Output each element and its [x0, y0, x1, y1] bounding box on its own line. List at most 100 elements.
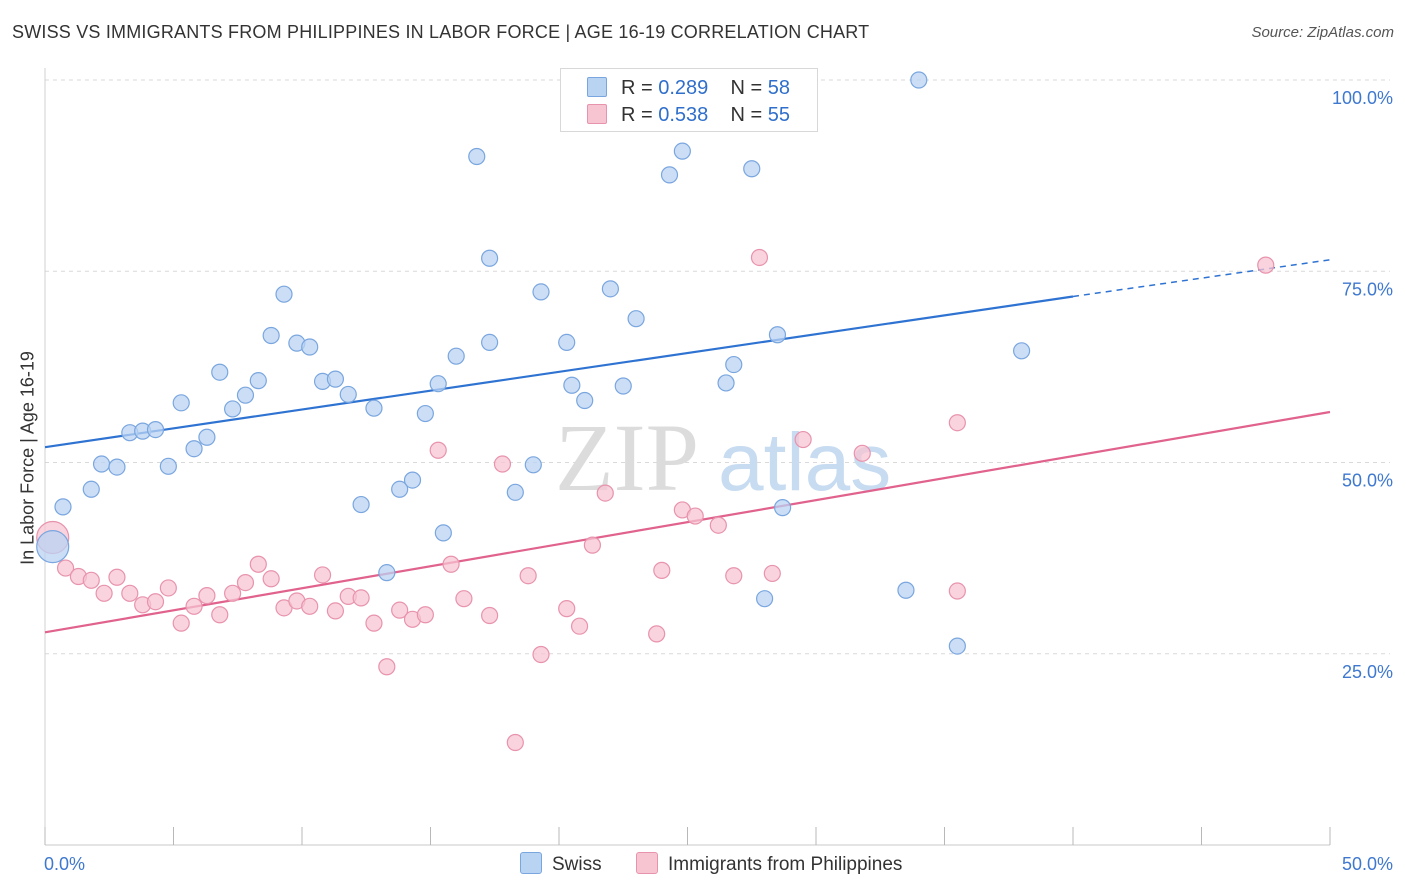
philippines-point: [558, 600, 576, 618]
swiss-point: [172, 394, 190, 412]
swiss-point: [391, 480, 409, 498]
philippines-point: [224, 584, 242, 602]
swiss-legend-swatch-icon: [520, 852, 542, 874]
philippines-point: [365, 614, 383, 632]
philippines-point: [948, 414, 966, 432]
swiss-n-value: 58: [767, 77, 791, 99]
correlation-legend: R = 0.289 N = 58 R = 0.538 N = 55: [560, 68, 818, 132]
swiss-point: [326, 370, 345, 388]
philippines-point: [532, 645, 550, 664]
philippines-point: [313, 566, 332, 584]
swiss-point: [948, 637, 966, 655]
philippines-point: [416, 606, 434, 624]
swiss-point: [36, 530, 70, 564]
phil-r-label: R =: [621, 104, 653, 126]
swiss-point: [365, 399, 383, 417]
philippines-point: [146, 593, 165, 611]
swiss-r-label: R =: [621, 77, 653, 99]
watermark-zip: ZIP: [555, 404, 699, 511]
philippines-point: [596, 484, 614, 502]
swiss-point: [429, 375, 447, 393]
swiss-point: [563, 376, 581, 394]
philippines-point: [108, 568, 126, 586]
philippines-point: [378, 658, 396, 676]
philippines-point: [56, 559, 75, 577]
philippines-legend-swatch-icon: [636, 852, 658, 874]
philippines-point: [82, 571, 100, 589]
philippines-point: [121, 584, 139, 602]
philippines-swatch-icon: [587, 104, 607, 124]
philippines-point: [442, 555, 460, 573]
philippines-point: [763, 564, 781, 583]
philippines-point: [95, 584, 113, 602]
swiss-point: [558, 333, 576, 351]
philippines-point: [236, 574, 255, 592]
trend-lines: [44, 259, 1331, 634]
swiss-point: [1012, 342, 1031, 360]
swiss-point: [532, 283, 550, 301]
watermark-atlas: atlas: [718, 417, 891, 508]
swiss-point: [768, 326, 787, 344]
y-tick-label: 50.0%: [1342, 471, 1393, 491]
philippines-point: [352, 589, 370, 607]
philippines-point: [301, 597, 319, 615]
y-tick-label: 75.0%: [1342, 279, 1393, 299]
chart-source: Source: ZipAtlas.com: [1251, 24, 1394, 41]
philippines-point: [519, 567, 537, 585]
philippines-point: [794, 430, 812, 449]
swiss-point: [481, 249, 499, 267]
philippines-point: [750, 248, 769, 267]
swiss-point: [468, 147, 486, 166]
swiss-point: [627, 310, 645, 328]
data-points: [36, 71, 1275, 752]
philippines-point: [481, 606, 499, 625]
swiss-trend-line: [44, 295, 1074, 449]
philippines-point: [185, 597, 203, 615]
swiss-point: [660, 166, 679, 184]
swiss-point: [198, 428, 216, 446]
legend-row-swiss: R = 0.289 N = 58: [587, 77, 790, 99]
swiss-point: [159, 457, 177, 475]
swiss-point: [301, 338, 319, 356]
swiss-point: [447, 347, 465, 365]
philippines-point: [211, 606, 229, 624]
swiss-point: [146, 421, 165, 439]
swiss-point: [352, 495, 370, 514]
philippines-point: [686, 507, 704, 525]
philippines-point: [429, 441, 447, 459]
swiss-point: [275, 285, 293, 303]
phil-n-value: 55: [767, 104, 791, 126]
philippines-point: [198, 587, 216, 605]
philippines-point: [709, 516, 727, 534]
grid-lines: [45, 79, 1390, 655]
swiss-point: [506, 483, 524, 501]
swiss-point: [434, 524, 452, 542]
axes: [44, 68, 1331, 846]
swiss-point: [416, 404, 434, 423]
swiss-point: [378, 564, 396, 582]
philippines-point: [725, 567, 743, 585]
bottom-legend-philippines: Immigrants from Philippines: [636, 852, 902, 876]
philippines-point: [326, 602, 345, 620]
philippines-trend-line: [44, 410, 1331, 634]
swiss-point: [601, 280, 620, 298]
swiss-point: [339, 385, 357, 404]
swiss-point: [185, 440, 203, 458]
swiss-point: [897, 581, 915, 599]
philippines-point: [653, 561, 671, 579]
swiss-point: [249, 372, 267, 390]
swiss-r-value: 0.289: [658, 77, 709, 99]
x-tick-label-min: 0.0%: [44, 854, 85, 874]
phil-r-value: 0.538: [658, 104, 709, 126]
swiss-point: [262, 326, 280, 345]
tick-labels: 25.0% 50.0% 75.0% 100.0% 0.0% 50.0%: [44, 88, 1393, 874]
bottom-legend-philippines-label: Immigrants from Philippines: [668, 854, 903, 875]
swiss-point: [236, 386, 255, 404]
swiss-point: [82, 480, 100, 498]
swiss-point: [717, 374, 735, 392]
y-tick-label: 100.0%: [1332, 88, 1393, 108]
swiss-point: [92, 455, 111, 473]
swiss-point: [576, 391, 594, 410]
y-tick-label: 25.0%: [1342, 662, 1393, 682]
philippines-point: [249, 555, 267, 573]
